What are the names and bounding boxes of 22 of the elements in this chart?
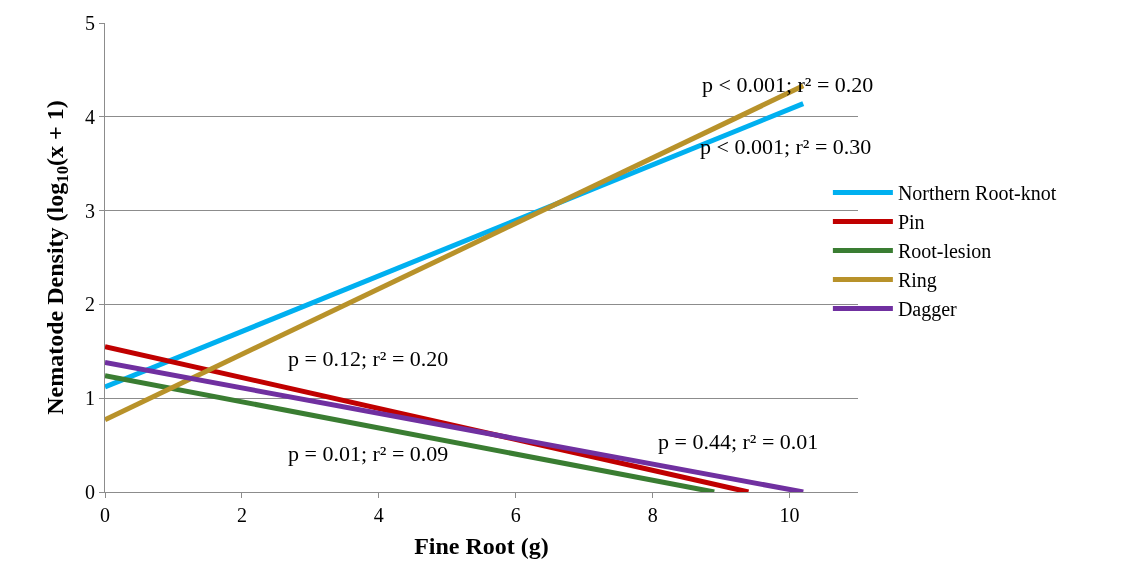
- legend-label: Pin: [897, 211, 925, 234]
- x-tick-label: 8: [647, 504, 658, 526]
- x-tick-label: 4: [373, 504, 384, 526]
- legend-label: Dagger: [897, 298, 958, 322]
- annotation: p = 0.01; r² = 0.09: [288, 441, 449, 466]
- legend-label: Northern Root-knot: [897, 182, 1057, 205]
- x-axis-title: Fine Root (g): [414, 533, 549, 560]
- legend-label: Ring: [897, 269, 937, 293]
- x-tick-label: 2: [236, 504, 247, 526]
- annotation: p < 0.001; r² = 0.20: [702, 72, 874, 97]
- y-tick-label: 3: [85, 199, 95, 222]
- x-tick-label: 0: [100, 504, 110, 526]
- y-tick-label: 5: [85, 12, 95, 34]
- y-tick-label: 0: [85, 481, 95, 503]
- annotation: p = 0.12; r² = 0.20: [288, 346, 449, 371]
- y-tick-label: 4: [85, 105, 95, 128]
- annotation: p = 0.44; r² = 0.01: [658, 429, 819, 454]
- legend-label: Root-lesion: [897, 240, 992, 263]
- y-tick-label: 2: [85, 293, 95, 316]
- x-tick-label: 6: [510, 504, 521, 526]
- x-tick-label: 10: [779, 504, 800, 526]
- y-tick-label: 1: [85, 387, 95, 410]
